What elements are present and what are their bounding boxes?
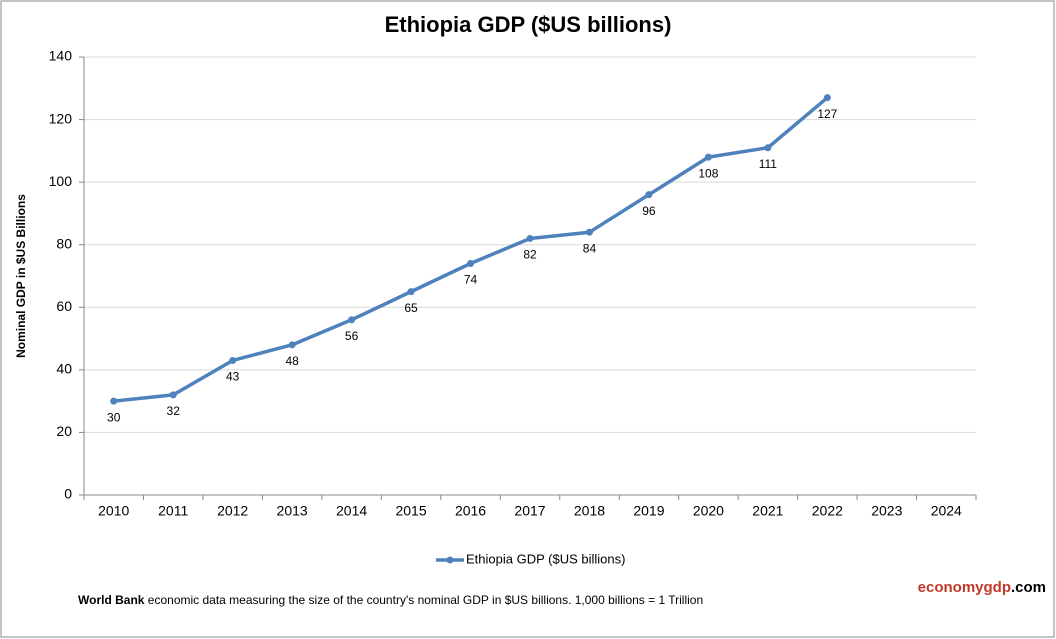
data-point: [764, 144, 772, 152]
data-point: [407, 288, 415, 296]
data-label: 74: [464, 273, 478, 287]
x-tick-label: 2024: [931, 503, 962, 519]
data-label: 127: [817, 107, 837, 121]
x-tick-label: 2014: [336, 503, 367, 519]
data-point: [823, 94, 831, 102]
data-label: 30: [107, 410, 121, 424]
y-tick-label: 20: [56, 423, 72, 439]
x-tick-label: 2018: [574, 503, 605, 519]
y-tick-label: 100: [49, 173, 73, 189]
data-point: [526, 234, 534, 242]
brand-name: economygdp: [918, 579, 1011, 596]
data-point: [288, 341, 296, 349]
y-tick-label: 60: [56, 298, 72, 314]
x-tick-label: 2012: [217, 503, 248, 519]
data-label: 65: [404, 301, 418, 315]
x-tick-label: 2017: [514, 503, 545, 519]
data-label: 84: [583, 241, 597, 255]
data-point: [467, 259, 475, 267]
y-tick-label: 0: [64, 486, 72, 502]
data-label: 48: [285, 354, 299, 368]
x-tick-label: 2019: [633, 503, 664, 519]
data-point: [169, 391, 177, 399]
x-tick-label: 2016: [455, 503, 486, 519]
footnote-source: World Bank: [78, 593, 145, 607]
legend-marker: [446, 556, 454, 564]
data-label: 96: [642, 204, 656, 218]
data-point: [348, 316, 356, 324]
data-label: 43: [226, 370, 240, 384]
data-label: 56: [345, 329, 359, 343]
data-point: [110, 397, 118, 405]
data-point: [229, 356, 237, 364]
x-tick-label: 2015: [395, 503, 426, 519]
y-tick-label: 120: [49, 110, 73, 126]
data-label: 111: [759, 157, 778, 171]
x-tick-label: 2021: [752, 503, 783, 519]
brand-suffix: .com: [1011, 579, 1046, 596]
footnote: World Bank economic data measuring the s…: [78, 593, 703, 607]
data-label: 32: [167, 404, 181, 418]
x-tick-label: 2020: [693, 503, 724, 519]
data-point: [704, 153, 712, 161]
data-label: 82: [523, 248, 537, 262]
x-tick-label: 2022: [812, 503, 843, 519]
footnote-text: economic data measuring the size of the …: [148, 593, 703, 607]
x-tick-label: 2023: [871, 503, 902, 519]
y-tick-label: 80: [56, 235, 72, 251]
x-tick-label: 2010: [98, 503, 129, 519]
y-tick-label: 140: [49, 48, 73, 64]
legend-label: Ethiopia GDP ($US billions): [466, 551, 625, 566]
data-label: 108: [698, 166, 718, 180]
x-tick-label: 2013: [277, 503, 308, 519]
brand: economygdp.com: [918, 579, 1046, 596]
chart-title: Ethiopia GDP ($US billions): [385, 12, 672, 37]
x-tick-label: 2011: [158, 503, 188, 519]
data-point: [585, 228, 593, 236]
data-point: [645, 191, 653, 199]
y-axis-label: Nominal GDP in $US Billions: [14, 194, 28, 358]
y-tick-label: 40: [56, 361, 72, 377]
